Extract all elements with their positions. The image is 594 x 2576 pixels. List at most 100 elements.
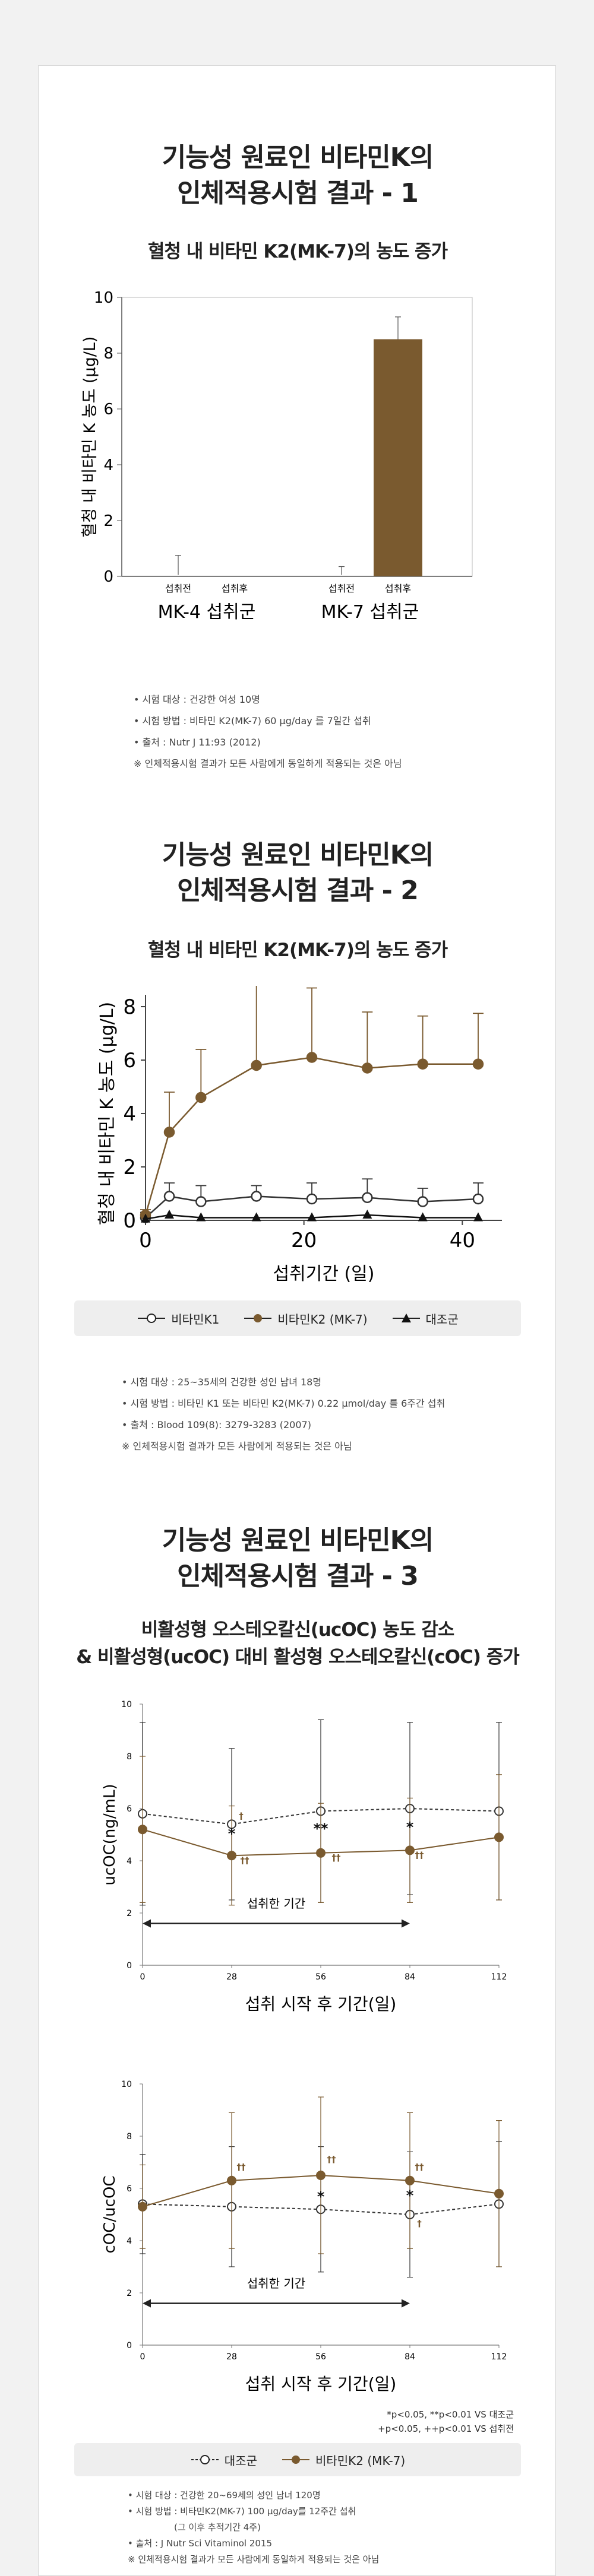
y-axis-label: 혈청 내 비타민 K 농도 (μg/L) [97,1002,118,1226]
y-axis-label: cOC/ucOC [101,2175,119,2253]
data-point [163,1127,175,1138]
significance-marker: * [406,2187,414,2204]
chart3-ucoc-line-chart: 0 2 4 6 8 10 0 28 56 84 112 섭취 시작 후 기간(일) ucOC(ng/mL… [101,1700,507,2014]
footnote-line: *p<0.05, **p<0.01 VS 대조군 [387,2409,514,2420]
y-tick-label: 4 [103,456,113,474]
data-point [473,1212,483,1222]
significance-marker: †† [237,2162,247,2172]
chart4-coc-ratio-line-chart: 0 2 4 6 8 10 0 28 56 84 112 섭취 시작 후 기간(일) cOC/ucOC 섭취… [101,2080,507,2394]
y-tick-label: 8 [103,345,113,363]
data-point [227,1851,236,1861]
note-line: • 출처 : Blood 109(8): 3279-3283 (2007) [122,1419,311,1430]
data-point [307,1212,317,1222]
significance-marker: †† [415,1850,425,1861]
data-point [196,1212,206,1222]
data-point [418,1212,428,1222]
x-axis-label: 섭취기간 (일) [273,1264,375,1284]
significance-marker: †† [415,2162,425,2172]
data-point [251,1059,262,1071]
x-tick-label: 20 [291,1229,317,1252]
note-line: • 출처 : J Nutr Sci Vitaminol 2015 [128,2538,272,2549]
y-tick-label: 0 [127,1961,132,1971]
significance-marker: * [317,2188,325,2205]
data-point [316,2171,326,2180]
x-tick-label: 112 [491,1972,507,1982]
data-point [362,1062,373,1074]
legend-item-k2: 비타민K2 (MK-7) [243,1310,368,1327]
x-tick-label: 40 [450,1229,475,1252]
y-tick-label: 10 [121,1700,132,1709]
x-tick-label: 28 [226,2352,237,2362]
significance-marker: †† [332,1852,342,1863]
note-line: • 시험 방법 : 비타민 K2(MK-7) 60 μg/day 를 7일간 섭… [134,715,371,727]
footnote-line: +p<0.05, ++p<0.01 VS 섭취전 [378,2423,514,2434]
section2-subtitle: 혈청 내 비타민 K2(MK-7)의 농도 증가 [147,940,448,961]
significance-marker: * [406,1819,414,1836]
data-point [195,1196,207,1207]
data-point [306,1193,318,1205]
y-tick-label: 6 [123,1049,136,1073]
period-label: 섭취한 기간 [247,1896,305,1911]
note-line: • 시험 대상 : 건강한 여성 10명 [134,694,260,705]
significance-marker: ** [313,1820,328,1837]
legend-label: 비타민K1 [171,1312,220,1327]
x-category-label: 섭취후 [385,583,411,594]
x-axis-label: 섭취 시작 후 기간(일) [245,1994,397,2014]
chart2-legend: 비타민K1 비타민K2 (MK-7) 대조군 [74,1300,521,1336]
data-point [141,1213,150,1223]
x-category-label: 섭취전 [328,583,355,594]
significance-marker: * [228,1826,236,1842]
data-point [494,2188,504,2199]
note-line: ※ 인체적용시험 결과가 모든 사람에게 동일하게 적용되는 것은 아님 [134,758,402,769]
data-point [165,1210,174,1219]
legend-item-k2: 비타민K2 (MK-7) [281,2451,405,2469]
data-point [417,1058,428,1070]
legend-label: 대조군 [425,1312,459,1327]
series-line-2 [145,1214,478,1220]
section3-notes: • 시험 대상 : 건강한 20~69세의 성인 남녀 120명 • 시험 방법… [128,2488,379,2568]
x-tick-label: 0 [140,1972,146,1982]
data-point [472,1058,484,1070]
chart2-line-chart: 0 2 4 6 8 0 20 40 섭취기간 (일) 혈청 내 비타민 K 농도 (μg/L) [97,986,502,1284]
y-axis-label: ucOC(ng/mL) [101,1784,119,1885]
section2-notes: • 시험 대상 : 25~35세의 건강한 성인 남녀 18명 • 시험 방법 … [122,1372,445,1457]
section1-title-line1: 기능성 원료인 비타민K의 [162,142,434,173]
note-line: (그 이후 추적기간 4주) [174,2522,261,2533]
group-label: MK-7 섭취군 [321,602,419,623]
legend-item-control: 대조군 [391,1310,459,1327]
section3-title-line2: 인체적용시험 결과 - 3 [177,1561,419,1591]
y-tick-label: 4 [127,2236,132,2246]
data-point [405,2175,415,2185]
note-line: • 시험 방법 : 비타민K2(MK-7) 100 μg/day를 12주간 섭… [128,2506,356,2517]
x-category-label: 섭취후 [222,583,248,594]
section1-title-line2: 인체적용시험 결과 - 1 [177,178,419,208]
section3-subtitle-line2: & 비활성형(ucOC) 대비 활성형 오스테오칼신(cOC) 증가 [76,1647,520,1668]
y-tick-label: 2 [123,1156,136,1179]
note-line: • 시험 대상 : 25~35세의 건강한 성인 남녀 18명 [122,1376,322,1388]
data-point [362,1192,373,1203]
y-tick-label: 4 [123,1102,136,1126]
x-axis-label: 섭취 시작 후 기간(일) [245,2374,397,2394]
note-line: ※ 인체적용시험 결과가 모든 사람에게 동일하게 적용되는 것은 아님 [128,2554,380,2565]
significance-marker: †† [241,1855,250,1866]
y-tick-label: 8 [127,1752,132,1762]
filled-circle-marker-icon [282,2456,309,2464]
x-tick-label: 56 [315,2352,326,2362]
data-point [163,1191,175,1202]
open-circle-marker-icon [138,1314,166,1323]
y-axis-label: 혈청 내 비타민 K 농도 (μg/L) [81,337,99,538]
x-tick-label: 28 [226,1972,237,1982]
data-point [251,1191,262,1202]
legend-label: 비타민K2 (MK-7) [277,1312,368,1327]
y-tick-label: 6 [127,2184,132,2194]
data-point [251,1212,261,1222]
note-line: ※ 인체적용시험 결과가 모든 사람에게 적용되는 것은 아님 [122,1441,352,1452]
y-tick-label: 10 [121,2080,132,2089]
y-tick-label: 0 [103,568,113,586]
x-tick-label: 56 [315,1972,326,1982]
chart1-bar-chart: 0 2 4 6 8 10 혈청 내 비타민 K 농도 (μg/L) 섭취전 섭취후 MK-4 섭취… [81,291,473,623]
significance-footnote: *p<0.05, **p<0.01 VS 대조군 +p<0.05, ++p<0.… [378,2407,514,2436]
significance-marker: †† [327,2154,337,2165]
note-line: • 시험 방법 : 비타민 K1 또는 비타민 K2(MK-7) 0.22 μm… [122,1398,446,1409]
significance-marker: † [239,1811,244,1822]
